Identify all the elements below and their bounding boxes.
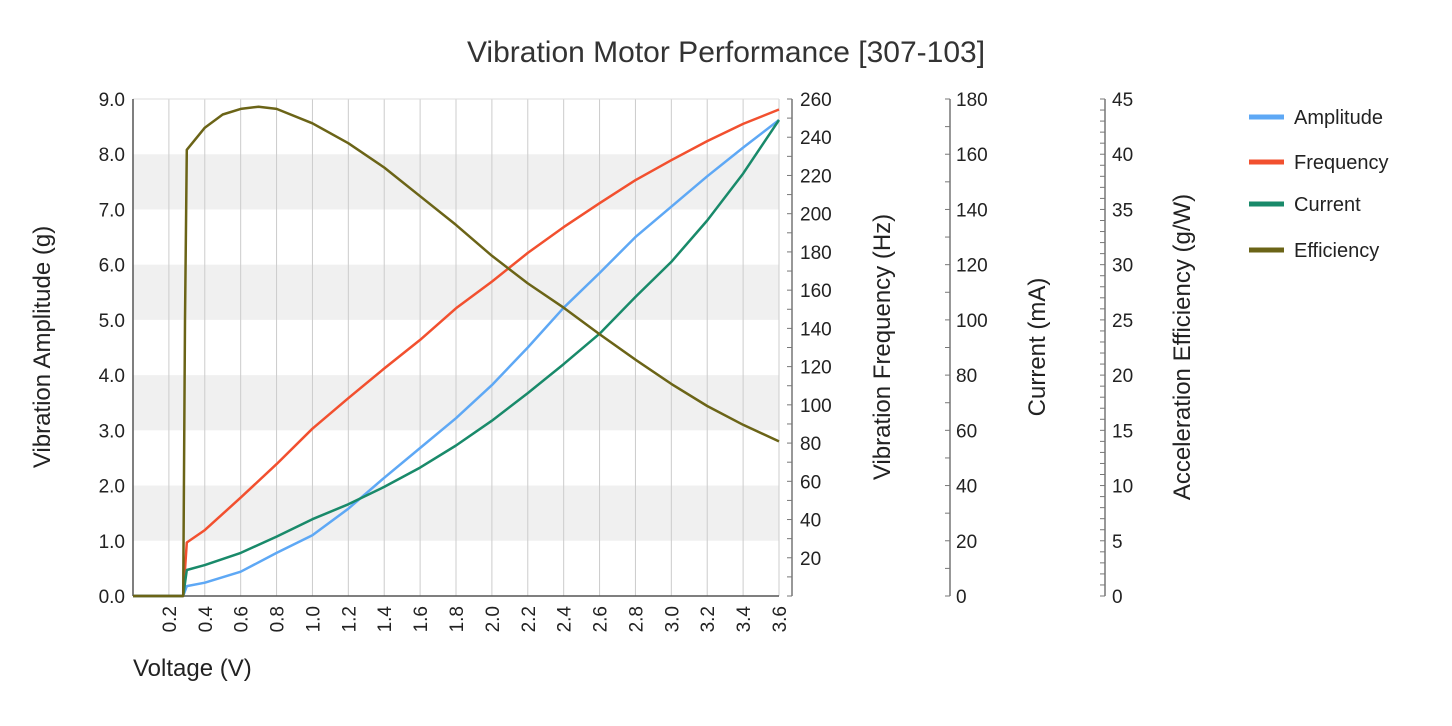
y-tick-label-efficiency: 5 <box>1112 532 1123 553</box>
y-tick-label-efficiency: 15 <box>1112 421 1133 442</box>
x-tick-label: 2.6 <box>591 606 612 632</box>
y-tick-label-frequency: 180 <box>800 243 832 264</box>
y-axis-title-current: Current (mA) <box>1024 278 1051 417</box>
y-tick-label-amplitude: 0.0 <box>99 587 125 608</box>
vertical-gridlines <box>168 99 780 596</box>
x-tick-label: 0.8 <box>268 606 289 632</box>
y-tick-label-efficiency: 0 <box>1112 587 1123 608</box>
axes: 0.2 0.4 0.6 0.8 1.0 1.2 1.4 1.6 1.8 2.0 2.2 2.4 2.6 2… <box>29 90 1196 632</box>
y-axis-title-amplitude: Vibration Amplitude (g) <box>29 226 56 468</box>
legend-label: Current <box>1294 194 1361 216</box>
y-tick-label-amplitude: 7.0 <box>99 200 125 221</box>
series-line-frequency <box>133 108 780 598</box>
y-tick-label-frequency: 200 <box>800 205 832 226</box>
x-tick-label: 2.2 <box>519 606 540 632</box>
y-tick-label-frequency: 160 <box>800 281 832 302</box>
legend: Amplitude Frequency Current Efficiency <box>1249 107 1389 262</box>
x-tick-label: 3.0 <box>662 606 683 632</box>
y-tick-label-efficiency: 45 <box>1112 90 1133 111</box>
y-tick-label-current: 180 <box>956 90 988 111</box>
x-tick-label: 1.6 <box>411 606 432 632</box>
y-tick-label-amplitude: 2.0 <box>99 477 125 498</box>
legend-label: Amplitude <box>1294 107 1383 129</box>
y-tick-label-frequency: 60 <box>800 472 821 493</box>
y-tick-label-current: 100 <box>956 311 988 332</box>
series-line-amplitude <box>133 119 780 598</box>
x-tick-label: 1.4 <box>375 606 396 633</box>
y-tick-label-current: 20 <box>956 532 977 553</box>
x-tick-label: 3.6 <box>770 606 791 632</box>
x-tick-label: 0.4 <box>196 606 217 633</box>
series-line-current <box>133 119 781 598</box>
x-tick-label: 1.8 <box>447 606 468 632</box>
y-tick-label-frequency: 220 <box>800 166 832 187</box>
x-tick-label: 1.2 <box>339 606 360 632</box>
y-tick-label-frequency: 20 <box>800 549 821 570</box>
y-tick-label-efficiency: 30 <box>1112 256 1133 277</box>
y-tick-label-current: 160 <box>956 145 988 166</box>
y-tick-label-amplitude: 5.0 <box>99 311 125 332</box>
legend-item-efficiency: Efficiency <box>1249 240 1379 262</box>
y-tick-label-amplitude: 6.0 <box>99 256 125 277</box>
y-tick-label-frequency: 240 <box>800 128 832 149</box>
legend-label: Efficiency <box>1294 240 1379 262</box>
y-tick-label-efficiency: 10 <box>1112 477 1133 498</box>
legend-label: Frequency <box>1294 152 1389 174</box>
legend-item-current: Current <box>1249 194 1361 216</box>
x-tick-label: 0.6 <box>232 606 253 632</box>
y-tick-label-frequency: 80 <box>800 434 821 455</box>
y-axis-title-efficiency: Acceleration Efficiency (g/W) <box>1169 194 1196 500</box>
series-line-efficiency <box>133 105 780 598</box>
y-tick-label-amplitude: 8.0 <box>99 145 125 166</box>
y-tick-label-frequency: 140 <box>800 319 832 340</box>
y-tick-label-efficiency: 25 <box>1112 311 1133 332</box>
x-tick-label: 2.0 <box>483 606 504 632</box>
x-axis-title: Voltage (V) <box>133 655 252 682</box>
x-tick-label: 1.0 <box>303 606 324 632</box>
y-tick-label-amplitude: 9.0 <box>99 90 125 111</box>
y-axis-title-frequency: Vibration Frequency (Hz) <box>869 214 896 480</box>
x-tick-label: 2.8 <box>626 606 647 632</box>
y-tick-label-efficiency: 20 <box>1112 366 1133 387</box>
y-tick-label-efficiency: 40 <box>1112 145 1133 166</box>
series-layer <box>133 105 781 598</box>
y-tick-label-amplitude: 1.0 <box>99 532 125 553</box>
y-tick-label-current: 80 <box>956 366 977 387</box>
y-tick-label-current: 60 <box>956 421 977 442</box>
y-tick-label-frequency: 260 <box>800 90 832 111</box>
y-tick-label-frequency: 40 <box>800 511 821 532</box>
y-tick-label-amplitude: 3.0 <box>99 421 125 442</box>
y-tick-label-frequency: 100 <box>800 396 832 417</box>
x-tick-label: 3.4 <box>734 606 755 633</box>
legend-item-frequency: Frequency <box>1249 152 1389 174</box>
chart-title: Vibration Motor Performance [307-103] <box>467 36 985 69</box>
x-tick-label: 2.4 <box>555 606 576 633</box>
y-tick-label-efficiency: 35 <box>1112 200 1133 221</box>
y-tick-label-amplitude: 4.0 <box>99 366 125 387</box>
x-tick-label: 3.2 <box>698 606 719 632</box>
y-tick-label-current: 40 <box>956 477 977 498</box>
y-tick-label-current: 140 <box>956 200 988 221</box>
y-tick-label-frequency: 120 <box>800 358 832 379</box>
x-tick-label: 0.2 <box>160 606 181 632</box>
legend-item-amplitude: Amplitude <box>1249 107 1383 129</box>
y-tick-label-current: 120 <box>956 256 988 277</box>
y-tick-label-current: 0 <box>956 587 967 608</box>
